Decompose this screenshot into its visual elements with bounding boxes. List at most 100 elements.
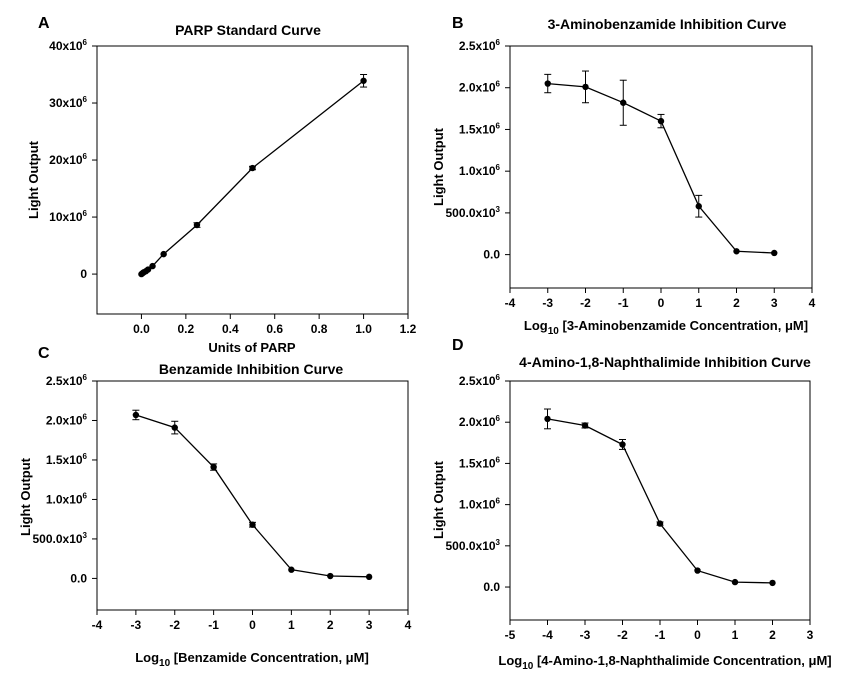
x-tick-label: 4: [405, 618, 412, 632]
data-point: [544, 415, 551, 423]
y-tick-label: 30x106: [49, 95, 87, 110]
x-tick-label: 2: [733, 296, 740, 310]
y-tick-label: 1.5x106: [459, 455, 501, 470]
plot-frame: [509, 380, 811, 621]
series-line: [547, 418, 773, 584]
x-tick-label: 1: [695, 296, 702, 310]
data-point: [694, 567, 701, 574]
y-tick-label: 1.5x106: [459, 121, 501, 136]
x-tick-label: 0.4: [222, 322, 239, 336]
data-point: [160, 250, 167, 258]
plot-frame: [96, 380, 409, 611]
data-point: [193, 221, 201, 229]
x-tick-label: 1: [288, 618, 295, 632]
x-tick-label: 0: [249, 618, 256, 632]
series-line: [140, 80, 365, 275]
data-point: [733, 248, 740, 255]
x-axis-title: Log10 [Benzamide Concentration, μM]: [135, 650, 369, 669]
y-tick-label: 1.0x106: [459, 497, 501, 512]
data-point: [327, 572, 334, 580]
x-tick-label: -2: [169, 618, 180, 632]
data-point: [769, 579, 776, 587]
panel-letter: A: [38, 15, 50, 32]
y-tick-label: 500.0x103: [32, 531, 87, 546]
y-tick-label: 20x106: [49, 152, 87, 167]
x-tick-label: 0.6: [266, 322, 283, 336]
y-tick-label: 2.5x106: [459, 38, 501, 53]
y-axis-title: Light Output: [26, 140, 41, 219]
y-tick-label: 0.0: [483, 248, 500, 262]
x-tick-label: -3: [580, 628, 591, 642]
y-tick-label: 2.5x106: [46, 373, 88, 388]
x-tick-label: -1: [655, 628, 666, 642]
x-tick-label: 3: [807, 628, 814, 642]
data-point: [581, 422, 589, 429]
x-tick-label: -1: [208, 618, 219, 632]
x-tick-label: -2: [617, 628, 628, 642]
data-point: [249, 164, 256, 172]
x-axis-title: Units of PARP: [208, 340, 295, 355]
x-tick-label: 2: [769, 628, 776, 642]
y-axis-title: Light Output: [431, 460, 446, 539]
chart-title: 4-Amino-1,8-Naphthalimide Inhibition Cur…: [519, 354, 811, 370]
x-tick-label: 1.0: [355, 322, 372, 336]
y-tick-label: 1.0x106: [46, 491, 88, 506]
data-point: [288, 566, 295, 573]
x-tick-label: 3: [366, 618, 373, 632]
data-point: [171, 424, 178, 431]
panel-letter: D: [452, 337, 464, 354]
y-tick-label: 0.0: [70, 571, 87, 585]
x-tick-label: 1: [732, 628, 739, 642]
y-tick-label: 2.0x106: [46, 412, 88, 427]
data-point: [149, 262, 156, 270]
x-tick-label: 0: [658, 296, 665, 310]
panel-a: A PARP Standard Curve 0.0 0.2 0.4 0.6 0.8 1.0 1.…: [26, 15, 417, 355]
data-point: [619, 441, 626, 448]
x-tick-label: 0.8: [311, 322, 328, 336]
x-tick-label: -4: [505, 296, 516, 310]
data-point: [544, 80, 551, 87]
x-tick-label: 0.2: [178, 322, 195, 336]
y-tick-label: 1.5x106: [46, 452, 88, 467]
x-tick-label: -5: [505, 628, 516, 642]
panel-b: B 3-Aminobenzamide Inhibition Curve -4 -3 -2…: [431, 15, 816, 337]
y-tick-label: 2.0x106: [459, 414, 501, 429]
y-tick-label: 2.5x106: [459, 373, 501, 388]
x-axis-title: Log10 [3-Aminobenzamide Concentration, μ…: [524, 318, 808, 337]
data-point: [582, 83, 589, 91]
data-point: [210, 463, 217, 471]
panel-d: D 4-Amino-1,8-Naphthalimide Inhibition Cu…: [431, 337, 832, 672]
data-point: [656, 520, 664, 527]
data-point: [731, 578, 739, 586]
y-axis-title: Light Output: [431, 127, 446, 206]
y-tick-label: 0.0: [483, 580, 500, 594]
data-point: [360, 77, 367, 84]
x-tick-label: 1.2: [400, 322, 417, 336]
data-point: [620, 99, 627, 106]
data-point: [695, 203, 702, 210]
x-tick-label: 0.0: [133, 322, 150, 336]
data-point: [249, 521, 256, 528]
x-tick-label: 4: [809, 296, 816, 310]
plot-frame: [96, 45, 409, 315]
x-tick-label: -4: [542, 628, 553, 642]
y-tick-label: 1.0x106: [459, 163, 501, 178]
data-point: [144, 266, 152, 273]
y-tick-label: 10x106: [49, 209, 87, 224]
chart-title: Benzamide Inhibition Curve: [159, 361, 344, 377]
plot-frame: [509, 45, 813, 289]
x-tick-label: 0: [694, 628, 701, 642]
x-tick-label: -1: [618, 296, 629, 310]
y-axis-title: Light Output: [18, 457, 33, 536]
y-tick-label: 500.0x103: [445, 205, 500, 220]
x-tick-label: 3: [771, 296, 778, 310]
data-point: [657, 117, 665, 125]
x-tick-label: -4: [92, 618, 103, 632]
x-axis-title: Log10 [4-Amino-1,8-Naphthalimide Concent…: [498, 653, 831, 672]
panel-c: C Benzamide Inhibition Curve -4 -3 -2 -1 0 1 2 3 4…: [18, 345, 412, 669]
panel-letter: C: [38, 345, 50, 362]
data-point: [771, 249, 778, 257]
x-tick-label: -3: [542, 296, 553, 310]
series-line: [547, 82, 775, 254]
